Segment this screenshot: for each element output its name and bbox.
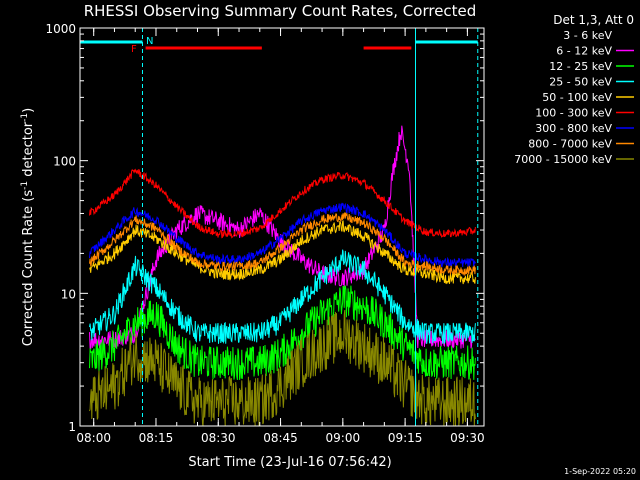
legend-label: 50 - 100 keV [542, 91, 612, 104]
y-tick-label: 10 [61, 287, 76, 301]
series-line-6-12-kev [89, 125, 476, 350]
legend-label: 100 - 300 keV [535, 107, 612, 120]
axes: 08:00 08:15 08:30 08:45 09:00 09:15 09:30 1 10 10… [45, 22, 484, 445]
legend-label: 300 - 800 keV [535, 122, 612, 135]
night-annotation: N [146, 36, 153, 47]
series-line-800-7000-kev [89, 212, 476, 277]
x-tick-label: 09:30 [450, 431, 485, 445]
legend-label: 7000 - 15000 keV [514, 153, 612, 166]
legend-label: 12 - 25 keV [549, 60, 612, 73]
y-tick-label: 100 [53, 155, 76, 169]
series-line-25-50-kev [89, 249, 476, 344]
legend-label: 6 - 12 keV [556, 45, 612, 58]
x-tick-label: 08:45 [263, 431, 298, 445]
y-axis-label-sup-1: -1 [20, 181, 30, 190]
x-axis-label: Start Time (23-Jul-16 07:56:42) [188, 455, 391, 470]
x-tick-label: 08:30 [201, 431, 236, 445]
legend-header: Det 1,3, Att 0 [553, 13, 634, 27]
series-line-300-800-kev [89, 202, 476, 268]
y-axis-label-mid: detector [21, 121, 36, 181]
y-tick-label: 1000 [45, 22, 76, 36]
timestamp-label: 1-Sep-2022 05:20 [564, 467, 636, 476]
legend-label: 3 - 6 keV [563, 29, 612, 42]
legend-label: 25 - 50 keV [549, 76, 612, 89]
series-line-7000-15000-kev [89, 309, 476, 427]
x-tick-label: 08:00 [76, 431, 111, 445]
x-tick-label: 09:15 [388, 431, 423, 445]
data-layer [89, 125, 476, 427]
chart-title: RHESSI Observing Summary Count Rates, Co… [84, 2, 477, 20]
x-tick-label: 09:00 [326, 431, 361, 445]
legend: Det 1,3, Att 0 3 - 6 keV 6 - 12 keV 12 - 2… [514, 13, 634, 166]
y-tick-label: 1 [68, 420, 76, 434]
flare-annotation: F [131, 44, 137, 55]
series-line-50-100-kev [89, 220, 476, 285]
plot-frame [79, 27, 485, 427]
observing-markers: NF [80, 28, 479, 426]
y-axis-label: Corrected Count Rate (s-1 detector-1) [20, 108, 36, 346]
x-tick-label: 08:15 [139, 431, 174, 445]
y-axis-label-main: Corrected Count Rate (s [21, 190, 36, 347]
legend-label: 800 - 7000 keV [528, 138, 612, 151]
series-line-100-300-kev [89, 168, 476, 239]
y-axis-label-sup-2: -1 [20, 113, 30, 122]
y-axis-label-end: ) [21, 108, 36, 113]
series-line-12-25-kev [89, 285, 476, 380]
